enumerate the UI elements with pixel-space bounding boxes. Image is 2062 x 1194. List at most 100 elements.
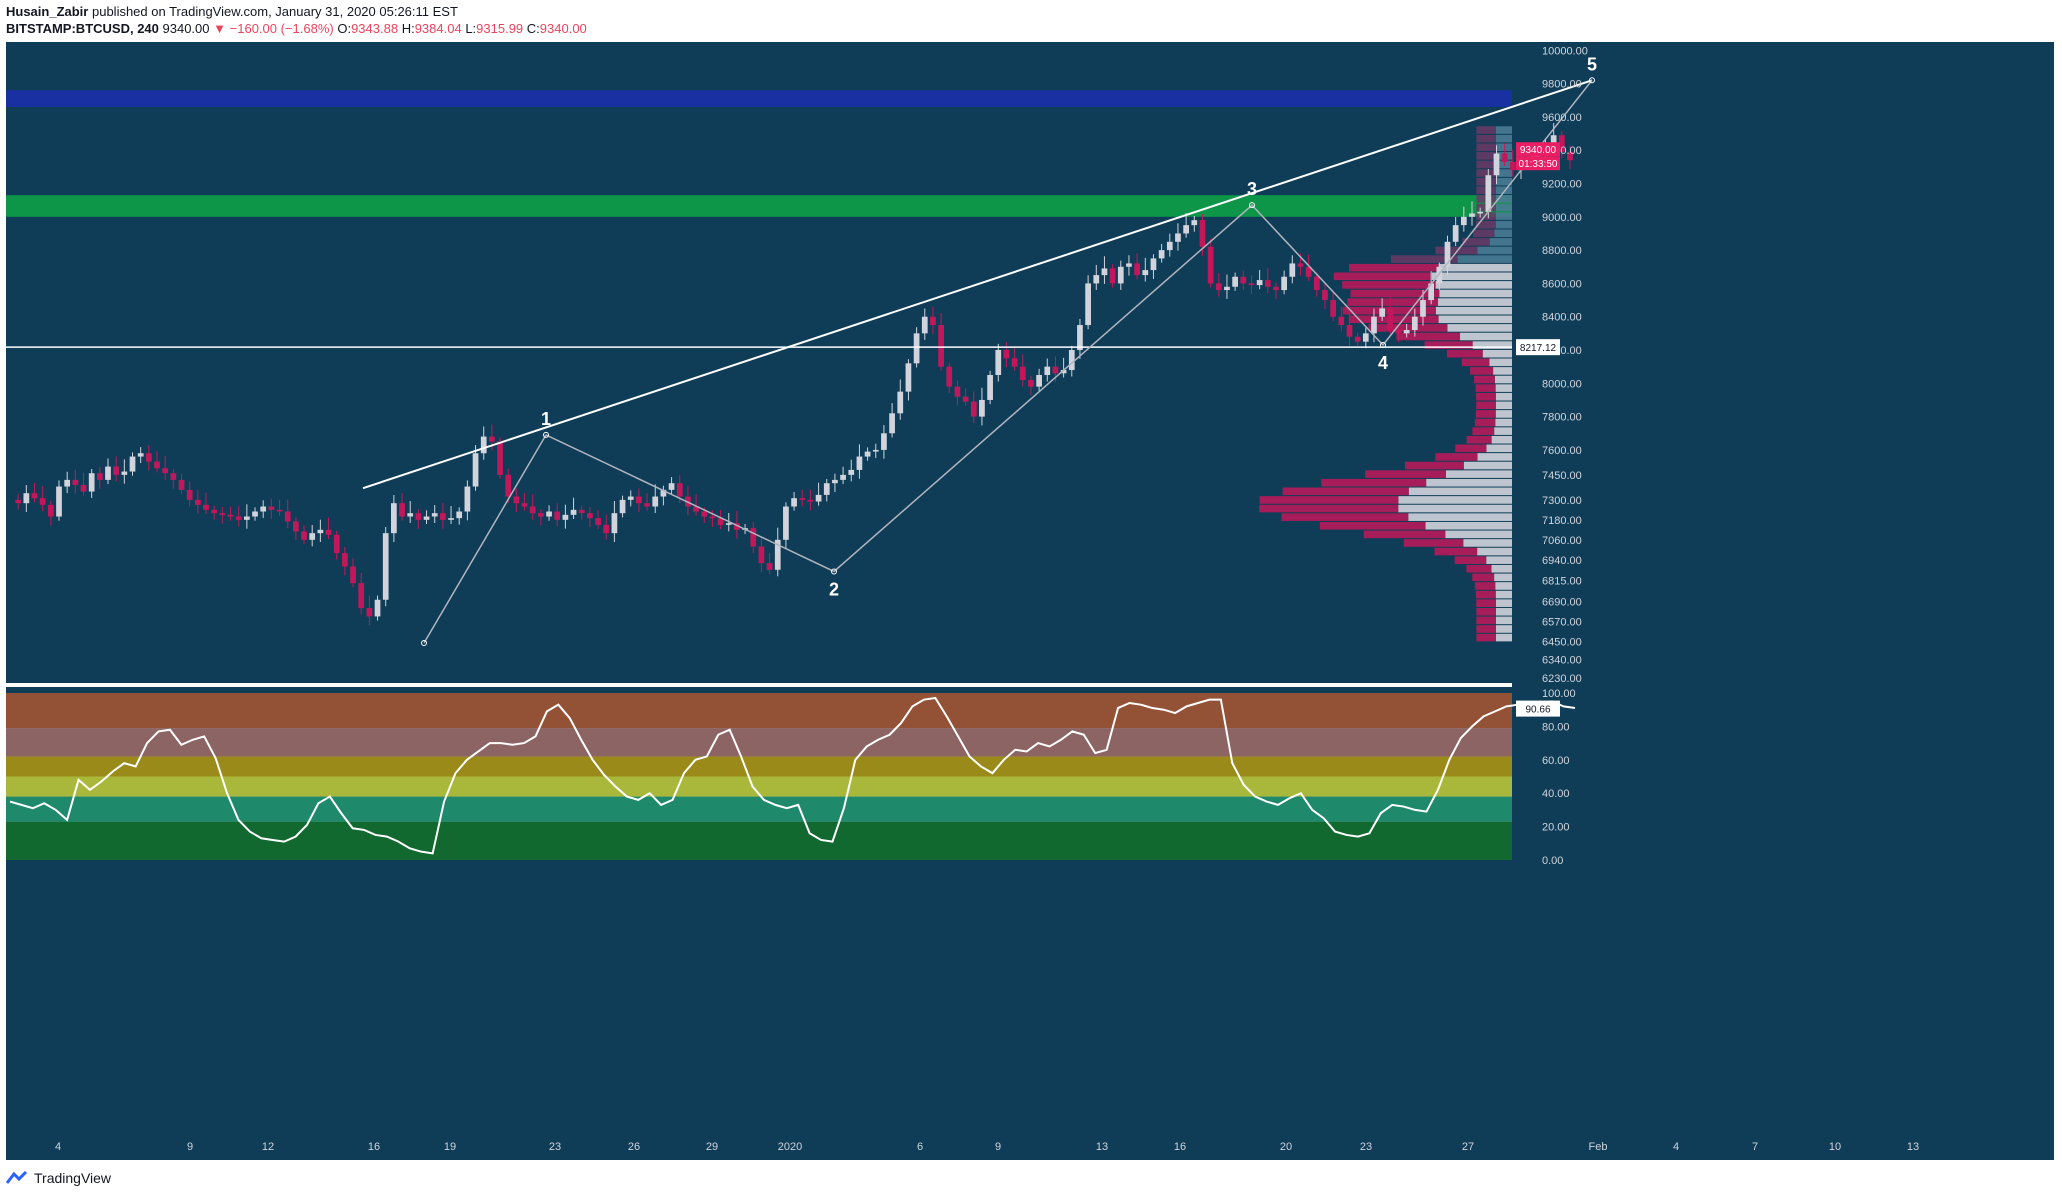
candle-body — [137, 453, 144, 457]
candle-body — [1362, 333, 1369, 342]
candle-body — [791, 498, 797, 507]
symbol-label: BITSTAMP:BTCUSD, 240 — [6, 21, 159, 36]
time-tick-label: 6 — [917, 1141, 923, 1153]
volume-profile-buy-bar — [1495, 186, 1512, 195]
candle-body — [448, 518, 454, 520]
horizontal-line-label: 8217.12 — [1520, 343, 1557, 354]
time-tick-label: 19 — [444, 1141, 456, 1153]
volume-profile-buy-bar — [1408, 513, 1512, 521]
volume-profile-buy-bar — [1477, 246, 1512, 255]
candle-body — [399, 503, 405, 517]
volume-profile-buy-bar — [1495, 143, 1512, 152]
open-value: 9343.88 — [351, 21, 399, 36]
candle-body — [734, 523, 740, 530]
volume-profile-buy-bar — [1425, 521, 1512, 530]
candle-body — [1044, 366, 1051, 375]
candle-body — [897, 391, 904, 414]
candle-body — [562, 514, 569, 520]
candle-body — [391, 503, 397, 534]
volume-profile-sell-bar — [1435, 453, 1478, 461]
rsi-tick-label: 40.00 — [1542, 788, 1570, 800]
price-tick-label: 9000.00 — [1542, 212, 1582, 224]
price-tick-label: 6570.00 — [1542, 616, 1582, 628]
published-text: published on TradingView.com, January 31… — [91, 4, 458, 19]
volume-profile-sell-bar — [1476, 212, 1496, 220]
candle-body — [47, 504, 54, 517]
volume-profile-buy-bar — [1491, 435, 1512, 444]
tradingview-logo[interactable]: TradingView — [6, 1170, 111, 1186]
volume-profile-buy-bar — [1445, 470, 1512, 478]
volume-profile-buy-bar — [1495, 616, 1512, 625]
candle-body — [529, 506, 536, 514]
candle-body — [1460, 216, 1467, 226]
time-tick-label: 26 — [628, 1141, 640, 1153]
candle-body — [1166, 241, 1173, 251]
candle-body — [1493, 153, 1500, 176]
volume-profile-sell-bar — [1404, 461, 1464, 470]
candle-body — [979, 399, 985, 417]
candle-body — [1207, 246, 1214, 284]
volume-profile-buy-bar — [1495, 418, 1512, 427]
price-pane-background — [6, 42, 1512, 683]
time-tick-label: 7 — [1752, 1141, 1758, 1153]
candle-body — [1379, 308, 1386, 317]
candle-body — [1289, 263, 1296, 277]
volume-profile-sell-bar — [1333, 272, 1432, 281]
candle-body — [23, 493, 30, 504]
volume-profile-sell-bar — [1475, 590, 1496, 599]
candle-body — [701, 511, 708, 517]
volume-profile-buy-bar — [1495, 625, 1512, 633]
time-tick-label: 9 — [187, 1141, 193, 1153]
candle-body — [554, 511, 561, 520]
high-value: 9384.04 — [414, 21, 462, 36]
candle-body — [1452, 225, 1459, 242]
volume-profile-sell-bar — [1473, 375, 1495, 384]
volume-profile-buy-bar — [1493, 367, 1512, 375]
volume-profile-sell-bar — [1319, 521, 1426, 530]
candle-body — [636, 496, 642, 504]
support-zone — [6, 195, 1512, 217]
candle-body — [603, 524, 610, 534]
author-name[interactable]: Husain_Zabir — [6, 4, 89, 19]
price-tick-label: 7600.00 — [1542, 445, 1582, 457]
volume-profile-sell-bar — [1403, 539, 1464, 547]
candle-body — [1444, 241, 1451, 267]
volume-profile-buy-bar — [1408, 487, 1512, 496]
horizontal-line-tag — [1516, 339, 1560, 356]
price-tick-label: 9200.00 — [1542, 179, 1582, 191]
rsi-band — [6, 776, 1512, 797]
volume-profile-sell-bar — [1368, 324, 1448, 332]
volume-profile-buy-bar — [1445, 530, 1512, 539]
volume-profile-buy-bar — [1495, 582, 1512, 590]
volume-profile-sell-bar — [1424, 341, 1473, 349]
volume-profile-buy-bar — [1495, 126, 1512, 134]
price-axis-background — [1512, 42, 2054, 1160]
candle-body — [660, 489, 667, 497]
candle-body — [946, 366, 953, 387]
volume-profile-sell-bar — [1476, 169, 1496, 177]
candle-body — [219, 513, 226, 515]
volume-profile-sell-bar — [1349, 263, 1439, 272]
candle-body — [521, 503, 528, 507]
candle-body — [325, 529, 332, 535]
volume-profile-buy-bar — [1495, 177, 1512, 186]
price-tick-label: 6940.00 — [1542, 555, 1582, 567]
candle-body — [1134, 263, 1140, 276]
candle-body — [1199, 220, 1206, 247]
volume-profile-sell-bar — [1474, 418, 1496, 427]
current-price-tag — [1516, 142, 1560, 157]
candle-body — [513, 496, 520, 504]
volume-profile-sell-bar — [1454, 556, 1487, 564]
time-tick-label: 29 — [706, 1141, 718, 1153]
volume-profile-buy-bar — [1457, 255, 1512, 263]
volume-profile-buy-bar — [1431, 272, 1512, 281]
candle-body — [1060, 369, 1067, 374]
rsi-tick-label: 80.00 — [1542, 721, 1570, 733]
time-tick-label: 9 — [995, 1141, 1001, 1153]
volume-profile-buy-bar — [1489, 238, 1512, 246]
candle-body — [954, 386, 961, 397]
volume-profile-sell-bar — [1475, 220, 1496, 229]
candle-body — [162, 468, 169, 474]
candle-body — [186, 489, 193, 500]
